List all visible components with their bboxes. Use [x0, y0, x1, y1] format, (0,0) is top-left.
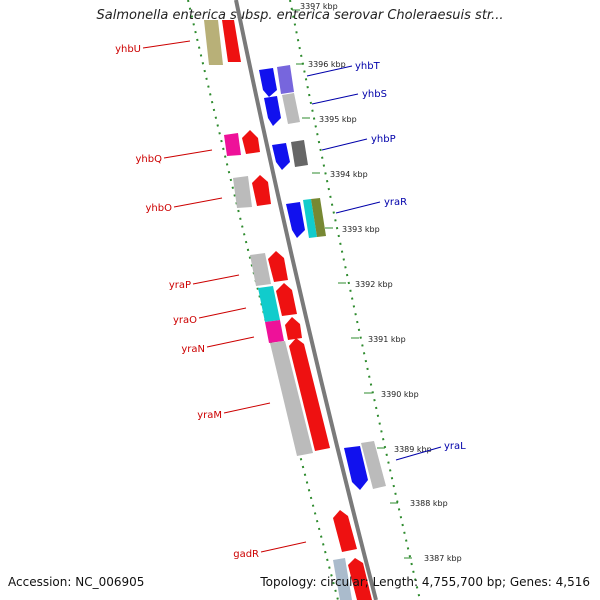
gene-label-yhbO: yhbO: [146, 203, 173, 214]
gene-label-yraN: yraN: [181, 344, 205, 355]
forward-gene-labels: yhbU yhbQ yhbO yraP yraO yraN yraM gadR: [115, 40, 307, 560]
tick-label: 3396 kbp: [308, 60, 346, 69]
gene-yhbT-box: [277, 65, 294, 94]
gene-yraO-arrow: [276, 283, 297, 316]
gene-yraN-arrow: [285, 317, 302, 340]
map-title: Salmonella enterica subsp. enterica sero…: [96, 8, 504, 23]
gene-yhbU-bar-2: [222, 20, 241, 62]
gene-label-yhbP: yhbP: [371, 134, 396, 145]
gene-label-yraR: yraR: [384, 197, 407, 208]
gene-yhbQ-arrow: [242, 130, 260, 154]
gene-yhbO-box: [233, 176, 252, 208]
gene-bottom-box: [333, 558, 352, 600]
gene-yhbO-arrow: [252, 175, 271, 206]
tick-label: 3391 kbp: [368, 335, 406, 344]
gene-yhbS-box: [282, 93, 300, 124]
tick-label: 3395 kbp: [319, 115, 357, 124]
gene-yhbP-arrow: [272, 143, 290, 170]
tick-label: 3390 kbp: [381, 390, 419, 399]
tick-label: 3389 kbp: [394, 445, 432, 454]
gene-label-yhbQ: yhbQ: [136, 154, 163, 165]
accession-label: Accession: NC_006905: [8, 575, 145, 589]
gene-yraP-box: [250, 253, 271, 286]
gene-label-gadR: gadR: [233, 549, 259, 560]
gene-label-yhbS: yhbS: [362, 89, 387, 100]
genome-summary: Topology: circular; Length: 4,755,700 bp…: [260, 575, 590, 589]
gene-yraR-box-1: [303, 199, 317, 238]
gene-yraL-arrow: [344, 446, 368, 490]
gene-yhbP-box: [291, 140, 308, 167]
gene-label-yraL: yraL: [444, 441, 466, 452]
gene-label-yhbT: yhbT: [355, 61, 381, 72]
tick-label: 3397 kbp: [300, 2, 338, 11]
tick-labels: 3397 kbp 3396 kbp 3395 kbp 3394 kbp 3393…: [300, 2, 462, 563]
gene-yraR-box-2: [311, 198, 326, 237]
tick-label: 3387 kbp: [424, 554, 462, 563]
gene-label-yraM: yraM: [197, 410, 222, 421]
gene-yraR-arrow: [286, 202, 305, 238]
gene-label-yraO: yraO: [173, 315, 197, 326]
gene-yraO-box: [258, 286, 280, 322]
gene-gadR-arrow: [333, 510, 357, 552]
tick-marks: [292, 9, 412, 559]
gene-yhbQ-box: [224, 133, 241, 156]
gene-label-yhbU: yhbU: [115, 44, 141, 55]
gene-yraM-box: [270, 341, 313, 456]
gene-yraM-arrow: [289, 338, 330, 451]
gene-yhbS-arrow: [264, 96, 281, 126]
gene-yraP-arrow: [268, 251, 288, 282]
gene-yhbU-bar: [204, 20, 223, 65]
gene-yhbT-arrow: [259, 68, 277, 97]
tick-label: 3394 kbp: [330, 170, 368, 179]
backbone-line: [234, 0, 378, 600]
tick-label: 3393 kbp: [342, 225, 380, 234]
reverse-features: [259, 65, 386, 490]
gene-yraN-box: [265, 320, 284, 343]
gene-label-yraP: yraP: [169, 280, 191, 291]
reverse-gene-labels: yhbT yhbS yhbP yraR yraL: [306, 61, 466, 461]
gene-yraL-box: [361, 441, 386, 489]
tick-label: 3392 kbp: [355, 280, 393, 289]
tick-label: 3388 kbp: [410, 499, 448, 508]
gene-bottom-arrow: [348, 558, 372, 600]
forward-features: [204, 20, 372, 600]
